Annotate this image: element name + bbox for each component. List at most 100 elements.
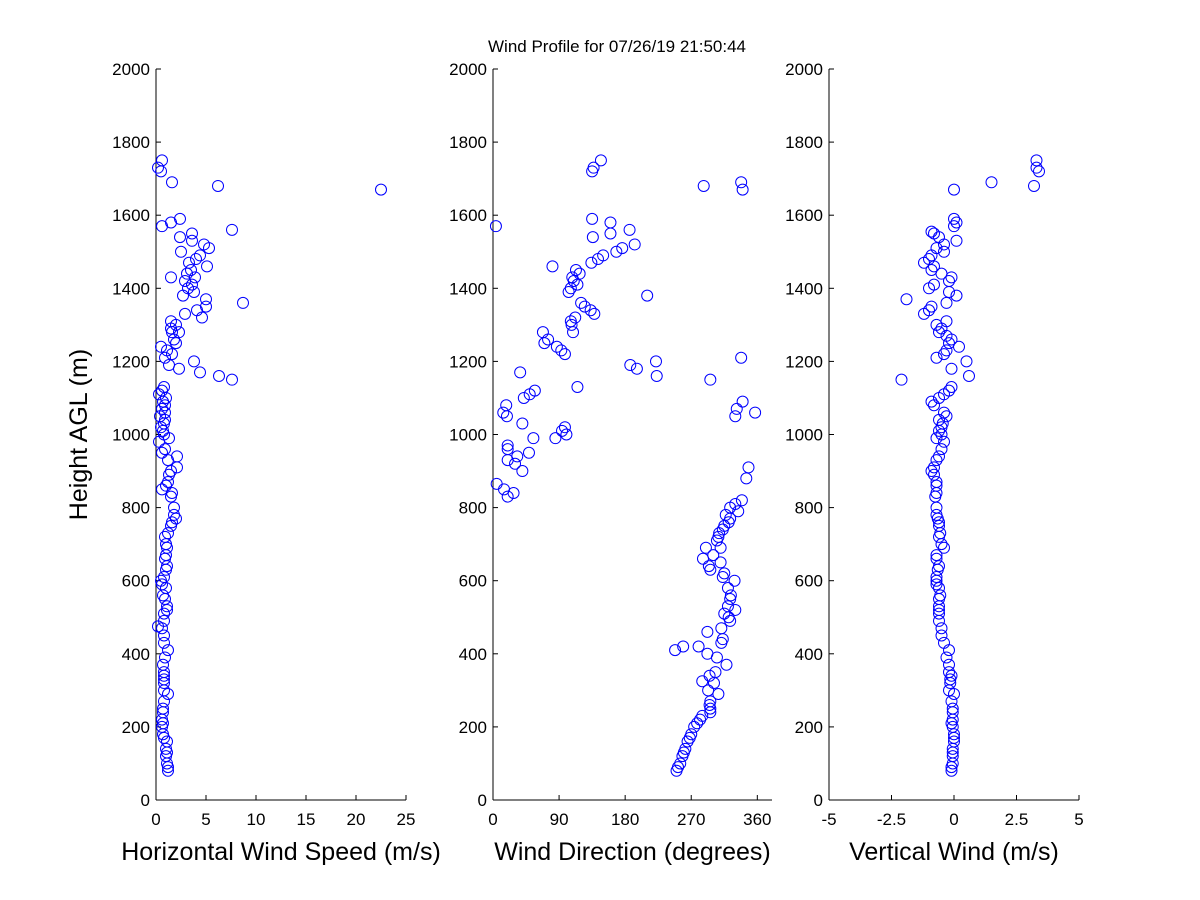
data-point bbox=[985, 176, 998, 189]
data-point bbox=[237, 296, 249, 309]
data-point bbox=[940, 315, 953, 328]
y-tick-label: 1200 bbox=[785, 352, 823, 371]
data-point bbox=[226, 373, 238, 386]
data-point bbox=[940, 410, 953, 423]
y-tick-label: 2000 bbox=[449, 60, 487, 79]
data-point bbox=[565, 318, 578, 331]
data-point bbox=[960, 355, 973, 368]
data-point bbox=[703, 669, 716, 682]
data-point bbox=[516, 417, 529, 430]
data-point bbox=[928, 461, 940, 474]
data-point bbox=[709, 666, 722, 679]
data-point bbox=[945, 380, 958, 393]
data-point bbox=[732, 505, 745, 518]
data-point bbox=[171, 450, 183, 463]
data-point bbox=[226, 223, 238, 236]
y-tick-label: 400 bbox=[795, 645, 823, 664]
data-point bbox=[188, 355, 200, 368]
data-point bbox=[156, 483, 168, 496]
data-point bbox=[699, 541, 712, 554]
data-point bbox=[161, 344, 173, 357]
data-point bbox=[933, 450, 945, 463]
y-tick-label: 1800 bbox=[112, 133, 150, 152]
data-point bbox=[938, 636, 950, 649]
data-point bbox=[186, 227, 198, 240]
data-point bbox=[567, 326, 580, 339]
data-point bbox=[945, 764, 958, 777]
data-point bbox=[157, 658, 169, 671]
data-point bbox=[182, 282, 194, 295]
y-tick-label: 1400 bbox=[785, 279, 823, 298]
data-point bbox=[156, 220, 168, 233]
data-point bbox=[501, 439, 514, 452]
figure-title: Wind Profile for 07/26/19 21:50:44 bbox=[488, 37, 746, 56]
x-tick-label: -2.5 bbox=[877, 810, 906, 829]
y-tick-label: 800 bbox=[795, 499, 823, 518]
y-tick-label: 1000 bbox=[112, 426, 150, 445]
y-tick-label: 200 bbox=[459, 718, 487, 737]
data-point bbox=[923, 253, 935, 266]
data-point bbox=[930, 578, 943, 591]
y-tick-label: 2000 bbox=[785, 60, 823, 79]
data-point bbox=[185, 264, 197, 277]
data-point bbox=[923, 304, 935, 317]
data-point bbox=[1030, 154, 1043, 167]
data-point bbox=[715, 622, 728, 635]
data-point bbox=[594, 154, 607, 167]
data-point bbox=[161, 600, 173, 613]
data-point bbox=[681, 735, 694, 748]
data-point bbox=[702, 560, 715, 573]
data-point bbox=[514, 366, 527, 379]
x-tick-label: 2.5 bbox=[1005, 810, 1029, 829]
x-axis-label: Wind Direction (degrees) bbox=[494, 838, 771, 866]
data-point bbox=[930, 242, 943, 255]
data-point bbox=[165, 271, 177, 284]
data-point bbox=[712, 530, 725, 543]
data-point bbox=[517, 391, 530, 404]
data-point bbox=[685, 728, 698, 741]
data-point bbox=[569, 264, 582, 277]
y-tick-label: 0 bbox=[478, 791, 487, 810]
data-point bbox=[714, 556, 727, 569]
data-points bbox=[152, 154, 387, 777]
data-point bbox=[516, 465, 529, 478]
data-point bbox=[168, 508, 180, 521]
data-point bbox=[948, 220, 960, 233]
x-tick-label: 5 bbox=[201, 810, 210, 829]
data-point bbox=[925, 395, 938, 408]
data-point bbox=[935, 622, 948, 635]
data-point bbox=[156, 402, 168, 415]
data-point bbox=[175, 245, 187, 258]
data-point bbox=[669, 644, 682, 657]
data-point bbox=[701, 647, 714, 660]
data-point bbox=[490, 477, 503, 490]
data-point bbox=[158, 629, 170, 642]
data-point bbox=[528, 384, 541, 397]
data-point bbox=[188, 285, 200, 298]
data-point bbox=[585, 256, 598, 269]
data-point bbox=[161, 735, 173, 748]
data-point bbox=[935, 443, 948, 456]
data-point bbox=[157, 702, 169, 715]
data-point bbox=[674, 757, 687, 770]
data-point bbox=[198, 238, 210, 251]
data-point bbox=[166, 516, 178, 529]
data-point bbox=[724, 589, 737, 602]
data-point bbox=[165, 315, 177, 328]
x-tick-label: 5 bbox=[1074, 810, 1083, 829]
y-tick-label: 400 bbox=[122, 645, 150, 664]
panel-1: 0 200 400 600 800 1000 1200 1400 1600 1800 2000 0 5 1… bbox=[65, 60, 441, 866]
x-tick-label: 180 bbox=[611, 810, 639, 829]
y-tick-label: 1600 bbox=[112, 206, 150, 225]
data-point bbox=[641, 289, 654, 302]
y-tick-label: 600 bbox=[795, 572, 823, 591]
y-tick-label: 200 bbox=[122, 718, 150, 737]
data-point bbox=[925, 225, 938, 238]
y-tick-label: 1000 bbox=[785, 426, 823, 445]
data-point bbox=[573, 267, 586, 280]
x-tick-label: 20 bbox=[347, 810, 366, 829]
data-point bbox=[560, 428, 573, 441]
data-point bbox=[586, 231, 599, 244]
y-tick-label: 1400 bbox=[449, 279, 487, 298]
data-point bbox=[201, 260, 213, 273]
